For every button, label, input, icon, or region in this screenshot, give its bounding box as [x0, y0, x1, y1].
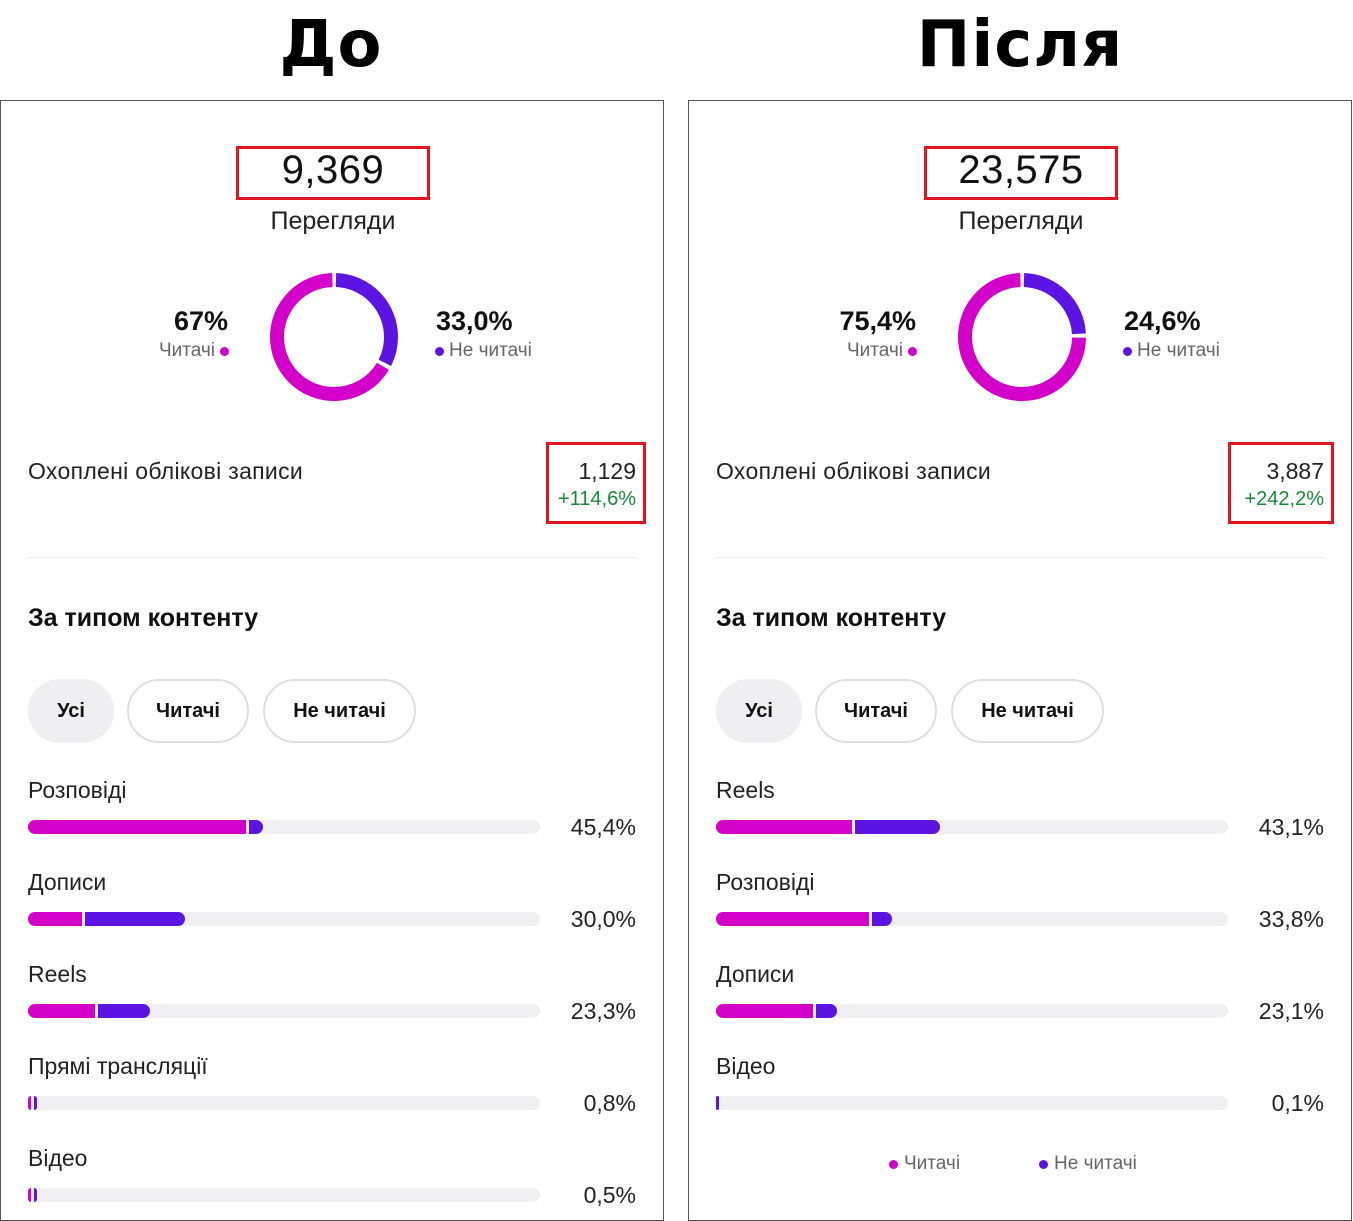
non-followers-bar-segment — [84, 912, 185, 926]
non-followers-bar-segment — [97, 1004, 151, 1018]
accounts-reached-change: +114,6% — [557, 488, 636, 510]
row-label: Reels — [716, 777, 775, 803]
accounts-reached-change: +242,2% — [1244, 488, 1324, 510]
row-percent: 30,0% — [570, 906, 636, 932]
views-value: 9,369 — [281, 148, 385, 192]
row-bar-track — [716, 1096, 1228, 1110]
accounts-reached-value: 3,887 — [1266, 458, 1324, 484]
non-followers-bar-segment — [854, 820, 940, 834]
row-label: Reels — [28, 961, 87, 987]
followers-label: Читачі — [158, 340, 215, 361]
row-label: Прямі трансляції — [28, 1053, 208, 1079]
row-bar-track — [28, 1004, 540, 1018]
followers-legend: Читачі — [847, 340, 917, 362]
row-bar-track — [28, 1188, 540, 1202]
tab-non-followers[interactable]: Не читачі — [951, 679, 1104, 743]
row-percent: 23,1% — [1258, 998, 1324, 1024]
row-label: Дописи — [28, 869, 107, 895]
views-value: 23,575 — [958, 148, 1084, 192]
non-followers-bar-segment — [716, 1096, 719, 1110]
row-percent: 0,1% — [1271, 1090, 1324, 1116]
row-label: Дописи — [716, 961, 795, 987]
non-followers-percent: 33,0% — [436, 306, 513, 336]
non-followers-legend: Не читачі — [1123, 340, 1220, 362]
accounts-reached-value: 1,129 — [578, 458, 636, 484]
followers-bar-segment — [28, 912, 82, 926]
content-type-title: За типом контенту — [28, 604, 259, 632]
views-label: Перегляди — [958, 207, 1084, 235]
row-percent: 23,3% — [570, 998, 636, 1024]
followers-bar-segment — [716, 1004, 814, 1018]
non-followers-label: Не читачі — [449, 340, 532, 361]
non-followers-dot-icon — [1039, 1159, 1048, 1169]
legend-followers: Читачі — [889, 1153, 960, 1175]
followers-bar-segment — [28, 1096, 31, 1110]
followers-label: Читачі — [846, 340, 903, 361]
donut-followers-arc — [958, 273, 1086, 401]
non-followers-bar-segment — [34, 1096, 37, 1110]
non-followers-bar-segment — [816, 1004, 838, 1018]
row-percent: 0,8% — [583, 1090, 636, 1116]
row-label: Відео — [28, 1145, 88, 1171]
legend-followers-label: Читачі — [904, 1153, 961, 1174]
followers-bar-segment — [28, 1188, 31, 1202]
non-followers-bar-segment — [34, 1188, 37, 1202]
followers-donut-chart — [270, 273, 398, 401]
divider — [716, 557, 1324, 558]
followers-bar-segment — [28, 1004, 95, 1018]
reach-highlight-box — [1228, 442, 1334, 524]
before-heading: До — [279, 8, 383, 82]
views-highlight-box — [924, 146, 1118, 200]
divider — [28, 557, 636, 558]
row-percent: 43,1% — [1258, 814, 1324, 840]
tab-all[interactable]: Усі — [28, 679, 114, 743]
followers-percent: 67% — [173, 306, 228, 336]
legend-non-followers-label: Не читачі — [1054, 1153, 1137, 1174]
donut-followers-arc — [270, 273, 398, 401]
followers-legend: Читачі — [159, 340, 229, 362]
after-insights-panel: 23,575 Перегляди 75,4% Читачі 24,6% Не ч… — [688, 100, 1352, 1221]
after-heading: Після — [916, 8, 1124, 82]
row-bar-track — [28, 1096, 540, 1110]
row-percent: 0,5% — [583, 1182, 636, 1208]
non-followers-percent: 24,6% — [1124, 306, 1201, 336]
followers-bar-segment — [716, 912, 869, 926]
before-insights-panel: 9,369 Перегляди 67% Читачі 33,0% Не чита… — [0, 100, 664, 1221]
row-bar-track — [28, 820, 540, 834]
tab-followers[interactable]: Читачі — [815, 679, 937, 743]
non-followers-bar-segment — [248, 820, 264, 834]
row-bar-track — [28, 912, 540, 926]
row-percent: 45,4% — [570, 814, 636, 840]
reach-highlight-box — [546, 442, 646, 524]
accounts-reached-label: Охоплені облікові записи — [28, 458, 304, 484]
tab-followers[interactable]: Читачі — [127, 679, 249, 743]
row-label: Відео — [716, 1053, 776, 1079]
followers-donut-chart — [958, 273, 1086, 401]
row-bar-track — [716, 1004, 1228, 1018]
non-followers-legend: Не читачі — [435, 340, 532, 362]
followers-dot-icon — [220, 346, 229, 356]
tab-all[interactable]: Усі — [716, 679, 802, 743]
non-followers-dot-icon — [435, 346, 444, 356]
views-label: Перегляди — [270, 207, 396, 235]
followers-percent: 75,4% — [839, 306, 916, 336]
donut-non-followers-arc — [270, 273, 398, 401]
non-followers-dot-icon — [1123, 346, 1132, 356]
row-percent: 33,8% — [1258, 906, 1324, 932]
accounts-reached-label: Охоплені облікові записи — [716, 458, 992, 484]
row-label: Розповіді — [716, 869, 815, 895]
views-highlight-box — [236, 146, 430, 200]
followers-dot-icon — [908, 346, 917, 356]
content-type-title: За типом контенту — [716, 604, 947, 632]
row-bar-track — [716, 820, 1228, 834]
followers-dot-icon — [889, 1159, 898, 1169]
legend-non-followers: Не читачі — [1039, 1153, 1137, 1175]
non-followers-bar-segment — [871, 912, 893, 926]
non-followers-label: Не читачі — [1137, 340, 1220, 361]
row-bar-track — [716, 912, 1228, 926]
followers-bar-segment — [28, 820, 246, 834]
tab-non-followers[interactable]: Не читачі — [263, 679, 416, 743]
row-label: Розповіді — [28, 777, 127, 803]
followers-bar-segment — [716, 820, 852, 834]
